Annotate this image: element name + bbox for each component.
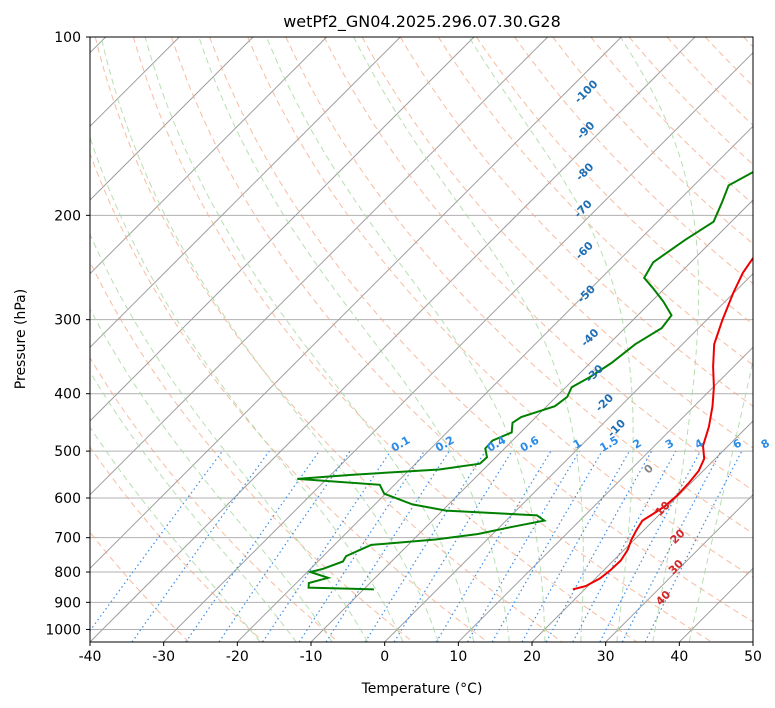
x-axis-label: Temperature (°C): [361, 681, 483, 697]
dry-adiabat: [591, 37, 775, 642]
y-tick-label: 1000: [45, 622, 81, 638]
moist-adiabat: [469, 37, 633, 642]
y-tick-label: 400: [54, 387, 81, 403]
y-tick-label: 200: [54, 208, 81, 224]
dry-adiabat-label: -30: [583, 362, 606, 385]
mixing-ratio-line: [573, 451, 676, 642]
mixing-ratio-line: [394, 451, 512, 642]
dry-adiabat: [19, 37, 413, 642]
dry-adiabats: [0, 37, 775, 642]
isotherm-line: [679, 37, 775, 642]
isotherm-line: [606, 37, 775, 642]
moist-adiabat: [101, 37, 438, 642]
x-tick-label: -10: [300, 649, 323, 665]
isotherm-line: [16, 37, 621, 642]
temperature-trace: [573, 37, 775, 589]
moist-adiabat: [0, 37, 260, 642]
y-axis-ticks: 100 200 300 400 500 600 700 800 900 1000: [45, 30, 90, 638]
mixing-ratio-line: [82, 451, 223, 642]
moist-adiabats: [0, 37, 775, 642]
moist-adiabat: [0, 37, 296, 642]
dry-adiabat-label: -50: [575, 282, 598, 305]
dry-adiabat: [133, 37, 637, 642]
moist-adiabat: [33, 37, 368, 642]
skewt-chart: wetPf2_GN04.2025.296.07.30.G28 -100-90-8…: [0, 0, 775, 708]
isotherm-line: [164, 37, 769, 642]
x-tick-label: -30: [152, 649, 175, 665]
dry-adiabat-label: -70: [572, 197, 595, 220]
y-tick-label: 600: [54, 491, 81, 507]
moist-adiabat: [689, 37, 775, 642]
moist-adiabat-label: 30: [666, 557, 686, 577]
x-tick-label: 40: [670, 649, 688, 665]
moist-adiabat-label: 0: [641, 462, 656, 477]
dry-adiabat-label: -20: [593, 391, 616, 414]
moist-adiabat: [64, 37, 403, 642]
isotherm-line: [0, 37, 327, 642]
background-lines: [0, 37, 775, 642]
x-tick-label: 30: [597, 649, 615, 665]
y-tick-label: 100: [54, 30, 81, 46]
mixing-ratio-line: [326, 451, 449, 642]
y-tick-label: 900: [54, 595, 81, 611]
dry-adiabat: [0, 37, 338, 642]
mixing-ratio-line: [645, 451, 742, 642]
isotherm-line: [90, 37, 695, 642]
mixing-ratio-line: [546, 451, 651, 642]
x-tick-label: 10: [449, 649, 467, 665]
isotherm-line: [532, 37, 775, 642]
moist-adiabat-label: 20: [668, 526, 688, 546]
isotherm-line: [0, 37, 253, 642]
dry-adiabat: [744, 37, 775, 642]
isotherm-line: [753, 37, 775, 642]
isotherm-line: [237, 37, 775, 642]
mixing-ratio-lines: [82, 451, 742, 642]
chart-title: wetPf2_GN04.2025.296.07.30.G28: [283, 12, 561, 32]
dry-adiabat: [0, 37, 263, 642]
x-tick-label: 20: [523, 649, 541, 665]
x-tick-label: 0: [380, 649, 389, 665]
mixing-ratio-label: 3: [663, 437, 676, 452]
y-tick-label: 300: [54, 313, 81, 329]
y-tick-label: 500: [54, 444, 81, 460]
y-tick-label: 800: [54, 565, 81, 581]
x-tick-label: 50: [744, 649, 762, 665]
x-axis-ticks: -40 -30 -20 -10 0 10 20 30 40 50: [79, 642, 762, 665]
mixing-ratio-label: 8: [759, 437, 772, 452]
y-axis-label: Pressure (hPa): [13, 289, 29, 389]
x-tick-label: -20: [226, 649, 249, 665]
mixing-ratio-line: [600, 451, 701, 642]
dry-adiabat: [667, 37, 775, 642]
moist-adiabat: [5, 37, 332, 642]
mixing-ratio-label: 6: [731, 436, 744, 451]
x-tick-label: -40: [79, 649, 102, 665]
dry-adiabat: [172, 37, 712, 642]
isotherm-grid: [0, 37, 775, 642]
y-tick-label: 700: [54, 531, 81, 547]
isotherm-line: [0, 37, 474, 642]
dry-adiabat-label: -90: [574, 119, 597, 142]
isotherm-line: [458, 37, 775, 642]
mixing-ratio-line: [263, 451, 391, 642]
mixing-ratio-line: [365, 451, 485, 642]
dry-adiabat: [438, 37, 775, 642]
dry-adiabat-label: -40: [578, 326, 601, 349]
isotherm-line: [0, 37, 400, 642]
line-annotations: -100-90-80-70-60-50-40-30-20-10010203040…: [389, 77, 775, 608]
dry-adiabat: [57, 37, 488, 642]
